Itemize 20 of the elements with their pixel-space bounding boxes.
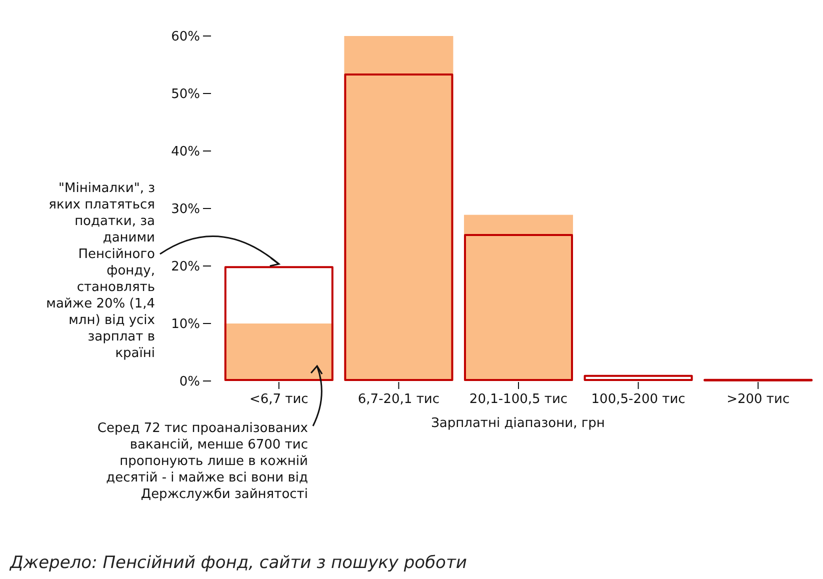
bar — [224, 266, 334, 381]
text: Джерело: Пенсійний фонд, сайти з пошуку роботи — [9, 553, 467, 573]
x-axis-title: Зарплатні діапазони, грн — [431, 416, 605, 431]
bar — [704, 378, 813, 382]
y-tick-label: 0% — [179, 374, 200, 390]
x-tick-label: >200 тис — [726, 392, 790, 407]
x-tick-label: 20,1-100,5 тис — [469, 392, 568, 407]
bar — [224, 324, 334, 381]
y-tick-label: 30% — [171, 202, 200, 218]
x-tick-label: 6,7-20,1 тис — [358, 392, 440, 407]
y-tick-label: 20% — [171, 260, 200, 275]
y-tick-label: 40% — [171, 144, 200, 160]
text: Серед 72 тис проаналізованих вакансій, менше 6700 тис пропонують лише в кожній десятій - і майже всі вони від Держслужби зайнятості — [97, 421, 308, 502]
text: "Мінімалки", з яких платяться податки, за даними Пенсійного фонду, становлять майже 20% (1,4 млн) від усіх зарплат в країні — [46, 181, 155, 361]
x-tick-label: 100,5-200 тис — [591, 392, 686, 407]
y-tick-label: 50% — [171, 87, 200, 102]
bar — [584, 374, 693, 381]
y-tick-label: 10% — [171, 317, 200, 332]
y-tick-label: 60% — [171, 30, 200, 45]
x-tick-label: <6,7 тис — [249, 392, 308, 407]
